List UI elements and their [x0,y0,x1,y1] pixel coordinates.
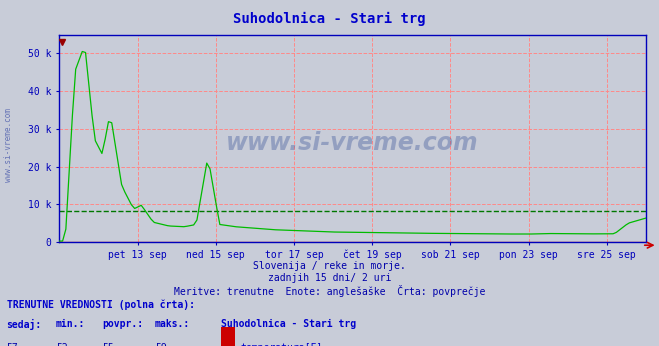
Text: povpr.:: povpr.: [102,319,143,329]
Text: min.:: min.: [56,319,86,329]
Text: Meritve: trenutne  Enote: anglešaške  Črta: povprečje: Meritve: trenutne Enote: anglešaške Črta… [174,285,485,298]
Text: temperatura[F]: temperatura[F] [241,343,323,346]
Text: 52: 52 [56,343,68,346]
Text: www.si-vreme.com: www.si-vreme.com [226,130,479,155]
Text: 59: 59 [155,343,167,346]
Text: Suhodolnica - Stari trg: Suhodolnica - Stari trg [221,319,356,329]
Text: www.si-vreme.com: www.si-vreme.com [4,108,13,182]
Text: zadnjih 15 dni/ 2 uri: zadnjih 15 dni/ 2 uri [268,273,391,283]
Text: maks.:: maks.: [155,319,190,329]
Text: 57: 57 [7,343,18,346]
Text: 55: 55 [102,343,114,346]
Text: Suhodolnica - Stari trg: Suhodolnica - Stari trg [233,12,426,26]
Text: TRENUTNE VREDNOSTI (polna črta):: TRENUTNE VREDNOSTI (polna črta): [7,299,194,310]
Text: Slovenija / reke in morje.: Slovenija / reke in morje. [253,261,406,271]
Text: sedaj:: sedaj: [7,319,42,330]
